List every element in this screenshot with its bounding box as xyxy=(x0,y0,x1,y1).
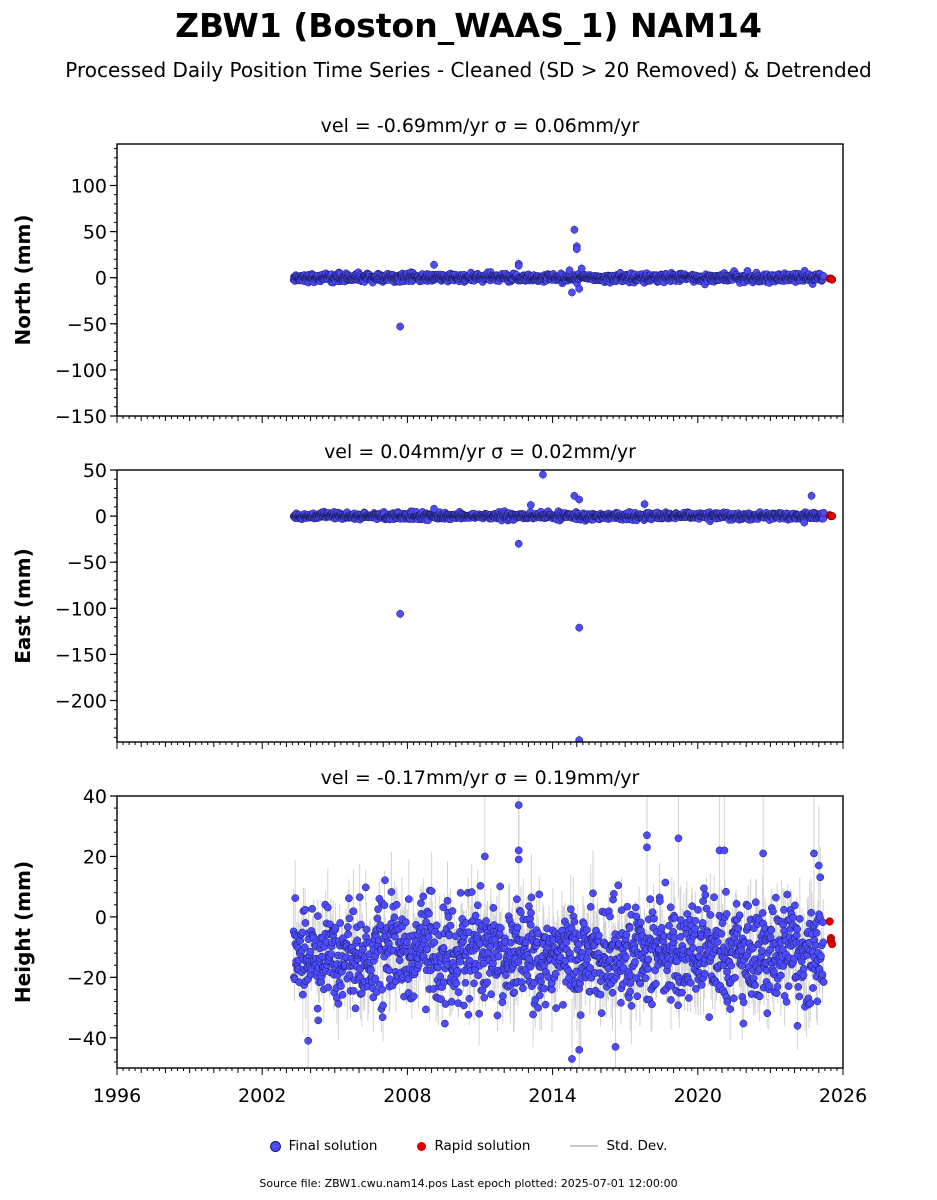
plot-area-height xyxy=(289,796,837,1068)
final-point-outlier xyxy=(572,245,581,253)
final-points-east xyxy=(289,470,828,742)
page-subtitle: Processed Daily Position Time Series - C… xyxy=(65,58,872,82)
panel-height: vel = -0.17mm/yr σ = 0.19mm/yr Height (mm… xyxy=(11,767,867,1107)
final-point-outlier xyxy=(514,261,523,270)
y-tick-label: −150 xyxy=(55,406,107,428)
time-series-chart: vel = -0.69mm/yr σ = 0.06mm/yr North (mm)… xyxy=(11,115,867,1107)
final-point-outlier xyxy=(396,609,404,618)
final-point-outlier xyxy=(575,284,584,293)
panel-title-north: vel = -0.69mm/yr σ = 0.06mm/yr xyxy=(321,115,640,137)
plot-area-east xyxy=(289,470,837,742)
final-point-outlier xyxy=(568,288,576,297)
final-point-outlier xyxy=(575,736,584,742)
rapid-point xyxy=(828,275,837,284)
y-tick-label: −200 xyxy=(55,691,107,713)
ylabel-east: East (mm) xyxy=(11,548,35,664)
plot-area-north xyxy=(289,224,837,333)
y-tick-label: −100 xyxy=(55,598,107,620)
final-point-outlier xyxy=(575,495,584,504)
y-tick-label: 50 xyxy=(83,222,107,244)
final-point-outlier xyxy=(577,264,586,273)
final-point-outlier xyxy=(570,225,579,234)
final-point-outlier xyxy=(430,504,438,513)
final-point-outlier xyxy=(526,501,535,509)
page-title: ZBW1 (Boston_WAAS_1) NAM14 xyxy=(175,6,762,45)
y-tick-label: −50 xyxy=(67,552,107,574)
final-point-outlier xyxy=(800,518,809,527)
y-tick-label: 0 xyxy=(95,506,107,528)
final-point-outlier xyxy=(396,322,404,331)
final-point-outlier xyxy=(514,539,523,548)
y-tick-label: −50 xyxy=(67,314,107,336)
y-tick-label: 0 xyxy=(95,268,107,290)
panel-north: vel = -0.69mm/yr σ = 0.06mm/yr North (mm)… xyxy=(11,115,844,428)
y-tick-label: −150 xyxy=(55,644,107,666)
ylabel-north: North (mm) xyxy=(11,214,35,345)
rapid-point xyxy=(828,512,837,521)
final-point-outlier xyxy=(807,491,816,500)
y-tick-label: 50 xyxy=(83,460,107,482)
final-point-outlier xyxy=(539,470,547,479)
y-tick-label: −100 xyxy=(55,360,107,382)
final-points-north xyxy=(289,225,828,331)
panel-title-height: vel = -0.17mm/yr σ = 0.19mm/yr xyxy=(321,767,640,789)
final-point-outlier xyxy=(575,623,584,632)
final-point-outlier xyxy=(640,500,649,508)
y-tick-label: 100 xyxy=(71,175,107,197)
panel-east: vel = 0.04mm/yr σ = 0.02mm/yr East (mm) −2… xyxy=(11,441,844,749)
final-point-outlier xyxy=(430,260,438,269)
ylabel-height: Height (mm) xyxy=(11,861,35,1003)
panel-title-east: vel = 0.04mm/yr σ = 0.02mm/yr xyxy=(324,441,636,463)
final-point-outlier xyxy=(565,266,574,275)
